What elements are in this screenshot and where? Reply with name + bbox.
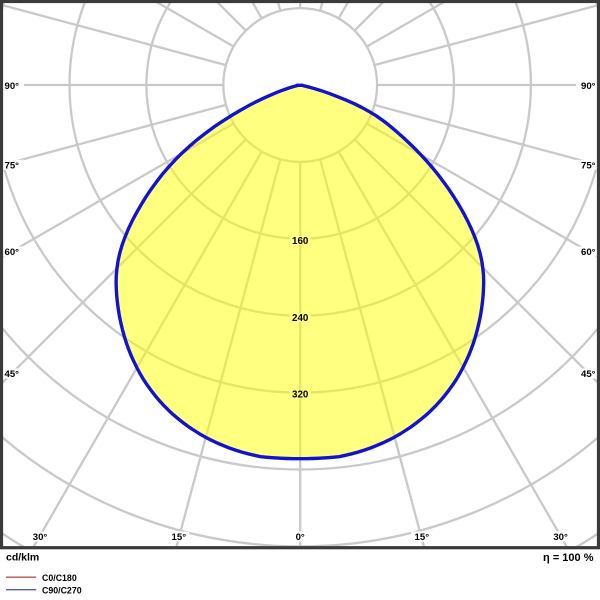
svg-text:320: 320: [292, 390, 309, 401]
svg-text:30°: 30°: [553, 532, 568, 543]
svg-text:90°: 90°: [5, 81, 20, 92]
svg-text:75°: 75°: [5, 161, 20, 172]
svg-text:30°: 30°: [33, 532, 48, 543]
svg-text:240: 240: [292, 313, 309, 324]
svg-text:C0/C180: C0/C180: [42, 573, 77, 583]
svg-text:60°: 60°: [581, 247, 596, 258]
svg-text:η = 100 %: η = 100 %: [543, 552, 594, 564]
svg-text:45°: 45°: [5, 369, 20, 380]
svg-text:75°: 75°: [581, 161, 596, 172]
svg-text:45°: 45°: [581, 369, 596, 380]
svg-text:cd/klm: cd/klm: [6, 551, 39, 563]
svg-text:160: 160: [292, 236, 309, 247]
svg-text:15°: 15°: [415, 532, 430, 543]
svg-text:0°: 0°: [296, 532, 305, 543]
svg-text:15°: 15°: [172, 532, 187, 543]
svg-text:C90/C270: C90/C270: [42, 586, 82, 596]
svg-text:90°: 90°: [581, 81, 596, 92]
svg-text:60°: 60°: [5, 247, 20, 258]
